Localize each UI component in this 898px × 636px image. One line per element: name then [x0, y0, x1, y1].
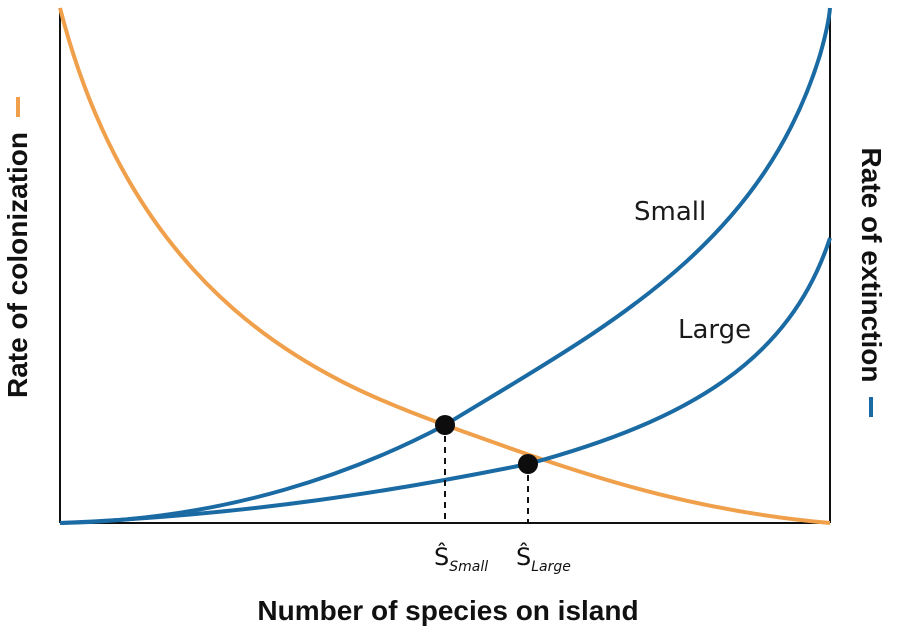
x-axis-title: Number of species on island: [257, 595, 638, 626]
equilibrium-small-label: ŜSmall: [434, 541, 488, 575]
equilibrium-small-point: [435, 415, 455, 435]
left-axis-title-group: Rate of colonization: [2, 97, 33, 398]
equilibrium-small-subscript: Small: [449, 559, 488, 575]
right-axis-title-group: Rate of extinction: [856, 148, 887, 417]
small-curve-label: Small: [634, 197, 706, 227]
left-axis-title: Rate of colonization: [2, 132, 33, 398]
equilibrium-large-label: ŜLarge: [516, 541, 571, 575]
large-curve-label: Large: [678, 315, 751, 345]
right-axis-title: Rate of extinction: [856, 148, 887, 383]
equilibrium-large-symbol: Ŝ: [516, 541, 531, 571]
extinction-curve-small: [59, 7, 832, 525]
colonization-curve: [58, 7, 831, 525]
equilibrium-small-symbol: Ŝ: [434, 541, 449, 571]
equilibrium-large-point: [518, 454, 538, 474]
equilibrium-large-subscript: Large: [531, 559, 571, 575]
